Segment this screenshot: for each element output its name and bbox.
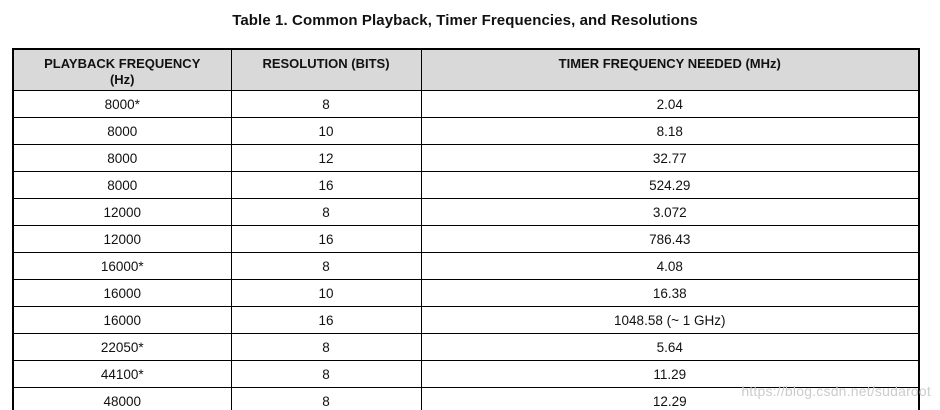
cell-resolution: 8	[230, 198, 422, 226]
col-header-line1: PLAYBACK FREQUENCY	[44, 56, 201, 71]
table-row: 8000 12 32.77	[12, 144, 920, 172]
cell-resolution: 16	[230, 306, 422, 334]
cell-resolution: 8	[230, 90, 422, 118]
cell-timer-frequency: 8.18	[420, 117, 920, 145]
table-row: 8000* 8 2.04	[12, 90, 920, 118]
table-header-row: PLAYBACK FREQUENCY (Hz) RESOLUTION (BITS…	[12, 48, 920, 91]
col-header-line1: RESOLUTION (BITS)	[262, 56, 390, 71]
cell-resolution: 8	[230, 387, 422, 410]
table-row: 44100* 8 11.29	[12, 360, 920, 388]
cell-playback-frequency: 22050*	[12, 333, 232, 361]
cell-timer-frequency: 2.04	[420, 90, 920, 118]
cell-timer-frequency: 12.29	[420, 387, 920, 410]
col-header-timer-frequency: TIMER FREQUENCY NEEDED (MHz)	[420, 48, 920, 91]
cell-playback-frequency: 16000*	[12, 252, 232, 280]
cell-timer-frequency: 1048.58 (~ 1 GHz)	[420, 306, 920, 334]
cell-timer-frequency: 4.08	[420, 252, 920, 280]
col-header-resolution: RESOLUTION (BITS)	[230, 48, 422, 91]
table-title: Table 1. Common Playback, Timer Frequenc…	[232, 12, 698, 29]
cell-resolution: 10	[230, 279, 422, 307]
table-row: 48000 8 12.29	[12, 387, 920, 410]
cell-playback-frequency: 8000*	[12, 90, 232, 118]
cell-timer-frequency: 32.77	[420, 144, 920, 172]
cell-playback-frequency: 12000	[12, 225, 232, 253]
cell-resolution: 16	[230, 171, 422, 199]
cell-playback-frequency: 16000	[12, 279, 232, 307]
cell-playback-frequency: 12000	[12, 198, 232, 226]
cell-playback-frequency: 8000	[12, 144, 232, 172]
col-header-line2: (Hz)	[109, 72, 135, 87]
cell-resolution: 8	[230, 333, 422, 361]
cell-timer-frequency: 3.072	[420, 198, 920, 226]
cell-playback-frequency: 8000	[12, 171, 232, 199]
cell-timer-frequency: 524.29	[420, 171, 920, 199]
cell-resolution: 10	[230, 117, 422, 145]
cell-playback-frequency: 8000	[12, 117, 232, 145]
table-row: 16000* 8 4.08	[12, 252, 920, 280]
cell-timer-frequency: 786.43	[420, 225, 920, 253]
cell-timer-frequency: 16.38	[420, 279, 920, 307]
cell-playback-frequency: 44100*	[12, 360, 232, 388]
cell-timer-frequency: 5.64	[420, 333, 920, 361]
playback-frequency-table: PLAYBACK FREQUENCY (Hz) RESOLUTION (BITS…	[12, 48, 920, 410]
table-row: 16000 10 16.38	[12, 279, 920, 307]
table-row: 8000 10 8.18	[12, 117, 920, 145]
table-row: 22050* 8 5.64	[12, 333, 920, 361]
table-row: 16000 16 1048.58 (~ 1 GHz)	[12, 306, 920, 334]
table-row: 8000 16 524.29	[12, 171, 920, 199]
cell-resolution: 8	[230, 360, 422, 388]
cell-resolution: 12	[230, 144, 422, 172]
cell-resolution: 16	[230, 225, 422, 253]
table-row: 12000 16 786.43	[12, 225, 920, 253]
cell-resolution: 8	[230, 252, 422, 280]
cell-playback-frequency: 16000	[12, 306, 232, 334]
col-header-line1: TIMER FREQUENCY NEEDED (MHz)	[558, 56, 781, 71]
cell-playback-frequency: 48000	[12, 387, 232, 410]
cell-timer-frequency: 11.29	[420, 360, 920, 388]
table-row: 12000 8 3.072	[12, 198, 920, 226]
col-header-playback-frequency: PLAYBACK FREQUENCY (Hz)	[12, 48, 232, 91]
